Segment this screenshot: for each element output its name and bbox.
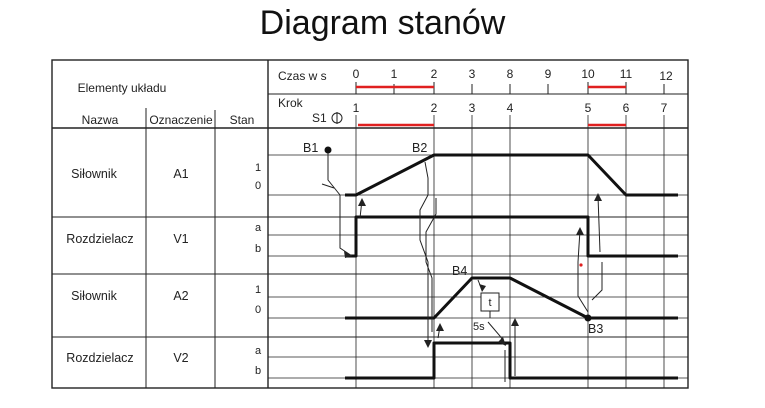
step-tick-label: 3 (469, 101, 476, 115)
arrow-head-icon (344, 251, 352, 258)
step-tick-label: 1 (353, 101, 360, 115)
arrow-head-icon (511, 318, 519, 326)
row-v2-state-bottom: b (255, 365, 261, 377)
row-v2-name: Rozdzielacz (66, 351, 133, 365)
timer-delay-label: 5s (473, 321, 485, 333)
time-tick-label: 11 (620, 67, 633, 81)
b2-label: B2 (412, 141, 427, 155)
step-tick-label: 4 (507, 101, 514, 115)
red-dot (579, 263, 583, 267)
row-a1-state-top: 1 (255, 162, 261, 174)
step-label: Krok (278, 96, 304, 110)
b3-sensor-dot (584, 314, 592, 322)
arrow-head-icon (594, 193, 602, 201)
arrow-head-icon (358, 198, 366, 206)
row-v1-name: Rozdzielacz (66, 232, 133, 246)
page-title: Diagram stanów (259, 4, 506, 42)
row-a2-state-top: 1 (255, 284, 261, 296)
step-tick-label: 5 (585, 101, 592, 115)
arrow-head-icon (436, 323, 444, 331)
time-tick-label: 0 (353, 67, 360, 81)
time-tick-label: 10 (581, 67, 595, 81)
red-highlights (356, 85, 626, 127)
row-v1-state-bottom: b (255, 243, 261, 255)
time-label: Czas w s (278, 69, 327, 83)
step-tick-labels: 1 2 3 4 5 6 7 (353, 101, 668, 115)
time-tick-label: 1 (391, 67, 398, 81)
start-button-icon (331, 112, 343, 124)
b3-label: B3 (588, 322, 603, 336)
row-a1-designation: A1 (173, 167, 188, 181)
row-a1-state-bottom: 0 (255, 180, 261, 192)
elements-label: Elementy układu (78, 81, 167, 95)
row-a2-designation: A2 (173, 289, 188, 303)
time-tick-label: 8 (507, 67, 514, 81)
row-v1-designation: V1 (173, 232, 188, 246)
a2-state-trace (345, 276, 678, 320)
b1-label: B1 (303, 141, 318, 155)
col-state-header: Stan (230, 113, 255, 127)
v2-state-trace (345, 341, 678, 380)
arrow-head-icon (424, 340, 432, 348)
timer-label: t (488, 297, 491, 309)
arrow-head-icon (498, 337, 506, 346)
row-v2-state-top: a (255, 345, 262, 357)
table-frame (51, 59, 689, 389)
time-tick-label: 12 (659, 69, 673, 83)
col-designation-header: Oznaczenie (149, 113, 213, 127)
row-v2-designation: V2 (173, 351, 188, 365)
arrow-head-icon (479, 284, 486, 292)
row-a1-name: Siłownik (71, 167, 118, 181)
row-a2-name: Siłownik (71, 289, 118, 303)
step-tick-label: 6 (623, 101, 630, 115)
row-v1-state-top: a (255, 222, 262, 234)
arrow-heads (344, 193, 602, 348)
step-tick-label: 2 (431, 101, 438, 115)
time-tick-label: 3 (469, 67, 476, 81)
arrow-head-icon (576, 227, 584, 235)
v1-state-trace (345, 215, 678, 258)
b1-tick (321, 183, 335, 189)
a1-state-trace (345, 153, 678, 197)
b4-label: B4 (452, 264, 467, 278)
time-tick-label: 9 (545, 67, 552, 81)
time-tick-label: 2 (431, 67, 438, 81)
start-signal-label: S1 (312, 111, 327, 125)
b1-sensor-dot (324, 146, 332, 154)
time-tick-labels: 0 1 2 3 8 9 10 11 12 (353, 67, 673, 83)
step-tick-label: 7 (661, 101, 668, 115)
col-name-header: Nazwa (82, 113, 119, 127)
row-a2-state-bottom: 0 (255, 304, 261, 316)
